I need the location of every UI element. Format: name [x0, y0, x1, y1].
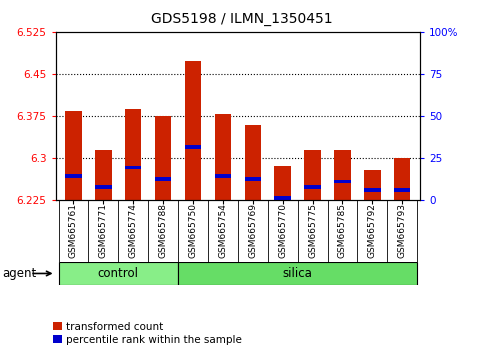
Bar — [394, 158, 411, 200]
Text: GSM665750: GSM665750 — [188, 203, 198, 258]
Bar — [364, 188, 381, 192]
Bar — [65, 112, 82, 200]
Bar — [215, 174, 231, 178]
Bar — [65, 174, 82, 178]
Bar — [185, 61, 201, 200]
Bar — [155, 177, 171, 181]
Bar — [58, 262, 178, 285]
Bar — [364, 170, 381, 200]
Bar — [155, 116, 171, 200]
Bar — [394, 188, 411, 192]
Bar — [125, 166, 142, 170]
Bar — [334, 179, 351, 183]
Bar — [244, 177, 261, 181]
Legend: transformed count, percentile rank within the sample: transformed count, percentile rank withi… — [49, 317, 246, 349]
Bar — [304, 149, 321, 200]
Text: GSM665761: GSM665761 — [69, 203, 78, 258]
Text: GSM665785: GSM665785 — [338, 203, 347, 258]
Text: GSM665770: GSM665770 — [278, 203, 287, 258]
Bar — [95, 185, 112, 189]
Bar — [244, 125, 261, 200]
Text: agent: agent — [2, 267, 37, 280]
Text: GSM665793: GSM665793 — [398, 203, 407, 258]
Text: GSM665771: GSM665771 — [99, 203, 108, 258]
Text: GSM665774: GSM665774 — [129, 203, 138, 258]
Bar — [304, 185, 321, 189]
Bar — [125, 109, 142, 200]
Text: GSM665792: GSM665792 — [368, 203, 377, 258]
Text: GSM665754: GSM665754 — [218, 203, 227, 258]
Bar — [215, 114, 231, 200]
Text: GSM665769: GSM665769 — [248, 203, 257, 258]
Bar — [95, 149, 112, 200]
Bar — [274, 196, 291, 200]
Bar — [274, 166, 291, 200]
Text: silica: silica — [283, 267, 313, 280]
Bar — [185, 145, 201, 149]
Text: GSM665775: GSM665775 — [308, 203, 317, 258]
Bar — [334, 149, 351, 200]
Text: control: control — [98, 267, 139, 280]
Bar — [178, 262, 417, 285]
Text: GSM665788: GSM665788 — [158, 203, 168, 258]
Text: GDS5198 / ILMN_1350451: GDS5198 / ILMN_1350451 — [151, 12, 332, 27]
